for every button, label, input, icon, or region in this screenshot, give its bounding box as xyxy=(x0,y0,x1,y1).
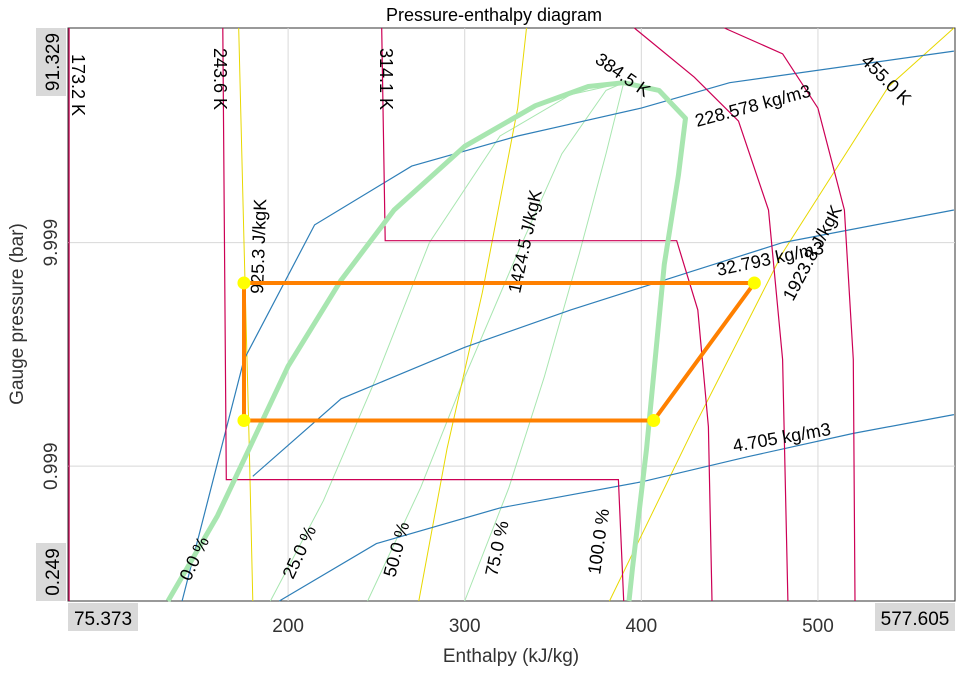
property-lines xyxy=(68,27,955,603)
quality-line xyxy=(464,82,625,602)
y-min-label: 0.249 xyxy=(36,543,66,601)
y-max-text: 91.329 xyxy=(43,33,64,91)
x-tick-label: 300 xyxy=(449,616,481,637)
saturation-dome xyxy=(165,80,688,603)
isotherm-label: 243.6 K xyxy=(210,48,230,110)
y-axis-title: Gauge pressure (bar) xyxy=(7,223,28,405)
y-tick-label: 9.999 xyxy=(41,219,62,267)
x-max-text: 577.605 xyxy=(881,609,950,630)
y-min-text: 0.249 xyxy=(43,548,64,596)
x-min-text: 75.373 xyxy=(74,609,132,630)
y-max-label: 91.329 xyxy=(36,28,66,96)
isochore-line xyxy=(181,50,954,602)
cycle-path xyxy=(237,276,761,427)
y-ticks: 0.999 9.999 xyxy=(41,219,62,490)
isotherm-line xyxy=(222,27,625,602)
isentrope-label: 925.3 J/kgK xyxy=(247,198,270,294)
x-ticks: 200 300 400 500 xyxy=(272,616,834,637)
x-tick-label: 200 xyxy=(272,616,304,637)
isentrope-line xyxy=(609,27,955,602)
cycle-point xyxy=(647,413,661,427)
x-tick-label: 400 xyxy=(625,616,657,637)
cycle-point xyxy=(747,276,761,290)
isochore-line xyxy=(252,209,955,477)
isotherm-line xyxy=(381,27,713,602)
quality-line xyxy=(367,82,624,602)
cycle-point xyxy=(237,413,251,427)
isotherm-label: 173.2 K xyxy=(68,54,88,116)
grid-lines xyxy=(68,28,955,601)
y-tick-label: 0.999 xyxy=(41,442,62,490)
x-axis-title: Enthalpy (kJ/kg) xyxy=(443,646,579,667)
isotherm-label: 314.1 K xyxy=(376,48,396,110)
isotherm-line xyxy=(724,27,856,602)
x-tick-label: 500 xyxy=(802,616,834,637)
cycle-point xyxy=(237,276,251,290)
x-min-label: 75.373 xyxy=(68,603,138,631)
chart-title: Pressure-enthalpy diagram xyxy=(386,5,602,25)
isotherm-line xyxy=(633,27,789,602)
isentrope-line xyxy=(418,27,527,602)
x-max-label: 577.605 xyxy=(875,603,955,631)
plot-area xyxy=(67,27,956,602)
isentrope-line xyxy=(238,27,254,602)
